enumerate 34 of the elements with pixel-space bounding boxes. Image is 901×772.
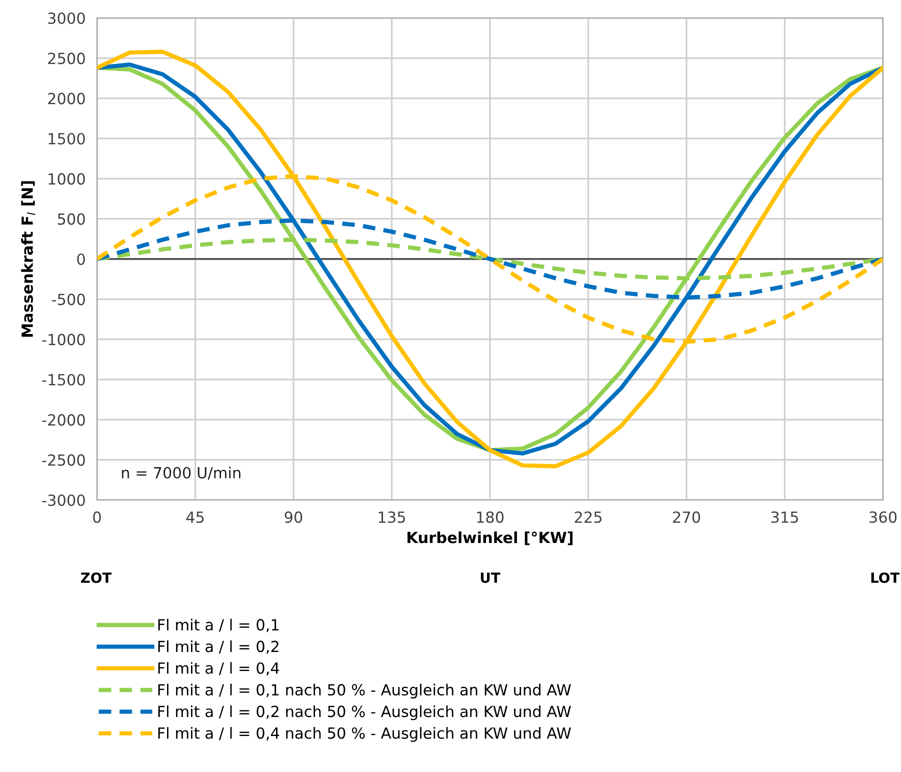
- y-tick-label: -2500: [42, 454, 85, 466]
- y-tick-label: -3000: [42, 494, 85, 506]
- text: LOT: [871, 572, 900, 583]
- x-tick-label: 0: [93, 511, 101, 523]
- y-tick-label: -2000: [42, 414, 85, 426]
- text: UT: [480, 572, 500, 583]
- y-tick-label: -1500: [42, 374, 85, 386]
- x-axis-title: Kurbelwinkel [°KW]: [408, 531, 573, 546]
- legend-label: Fl mit a / l = 0,1: [158, 618, 279, 632]
- x-tick-label: 90: [284, 511, 302, 523]
- legend-label: Fl mit a / l = 0,1 nach 50 % - Ausgleich an KW und AW: [158, 684, 571, 699]
- legend-label: Fl mit a / l = 0,4: [158, 662, 280, 676]
- y-tick-label: 1000: [48, 173, 85, 185]
- x-tick-label: 270: [673, 511, 700, 523]
- x-tick-label: 135: [378, 511, 405, 523]
- y-tick-label: 0: [77, 253, 85, 266]
- text: ZOT: [80, 572, 112, 583]
- x-tick-label: 45: [186, 512, 204, 523]
- annotation: n = 7000 U/min: [122, 466, 240, 480]
- y-tick-label: 3000: [48, 12, 85, 24]
- legend-label: Fl mit a / l = 0,2: [158, 640, 278, 654]
- y-tick-label: -500: [52, 294, 85, 306]
- legend-label: Fl mit a / l = 0,2 nach 50 % - Ausgleich an KW und AW: [158, 705, 571, 720]
- y-tick-label: -1000: [42, 334, 85, 346]
- x-tick-label: 315: [771, 511, 798, 523]
- y-tick-label: 1500: [48, 132, 85, 145]
- x-tick-label: 360: [870, 511, 897, 523]
- x-tick-label: 225: [574, 511, 602, 523]
- y-axis-title: Massenkraft F$_{l}$ [N]: [21, 181, 36, 337]
- x-tick-label: 180: [477, 511, 504, 523]
- y-tick-label: 500: [58, 213, 85, 225]
- y-tick-label: 2500: [48, 52, 85, 64]
- legend-label: Fl mit a / l = 0,4 nach 50 % - Ausgleich an KW und AW: [158, 727, 571, 742]
- y-tick-label: 2000: [48, 92, 85, 104]
